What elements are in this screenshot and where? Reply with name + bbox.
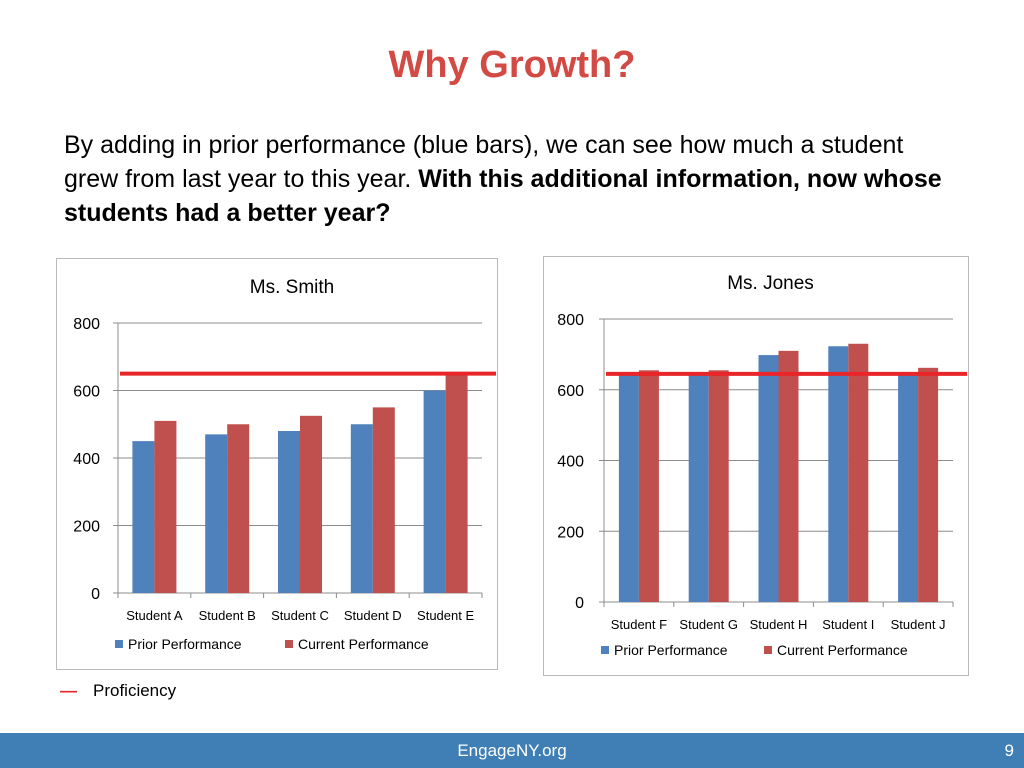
bar-current bbox=[638, 370, 659, 602]
legend-current-swatch bbox=[285, 640, 293, 648]
y-tick-label: 800 bbox=[73, 316, 100, 333]
y-tick-label: 400 bbox=[73, 451, 100, 468]
y-tick-label: 0 bbox=[575, 595, 584, 612]
bar-current bbox=[708, 370, 729, 602]
footer-bar: EngageNY.org 9 bbox=[0, 733, 1024, 768]
y-tick-label: 800 bbox=[557, 312, 584, 329]
intro-question: With this additional information, now wh… bbox=[64, 165, 942, 227]
x-tick-label: Student F bbox=[611, 617, 667, 632]
page-number: 9 bbox=[1004, 741, 1014, 760]
bar-prior bbox=[350, 424, 373, 593]
proficiency-line-icon: — bbox=[60, 681, 77, 700]
chart-ms-smith-svg: Ms. Smith 0 200 400 600 800 Student A Student B… bbox=[73, 277, 496, 652]
y-tick-label: 400 bbox=[557, 454, 584, 471]
proficiency-label: Proficiency bbox=[93, 681, 177, 700]
slide-title: Why Growth? bbox=[388, 44, 636, 86]
legend-prior-swatch bbox=[601, 646, 609, 654]
chart-title: Ms. Smith bbox=[250, 277, 334, 298]
bar-prior bbox=[758, 355, 779, 602]
bar-prior bbox=[828, 346, 849, 602]
x-tick-label: Student I bbox=[822, 617, 874, 632]
bar-prior bbox=[618, 373, 639, 602]
proficiency-legend: — Proficiency bbox=[60, 680, 176, 702]
legend-current-swatch bbox=[764, 646, 772, 654]
bar-current bbox=[154, 420, 177, 593]
footer-site: EngageNY.org bbox=[457, 741, 567, 760]
x-tick-label: Student B bbox=[199, 608, 256, 623]
bar-current bbox=[918, 367, 939, 602]
chart-ms-smith: Ms. Smith 0 200 400 600 800 Student A Student B… bbox=[56, 258, 498, 670]
x-tick-label: Student C bbox=[271, 608, 329, 623]
legend-prior-label: Prior Performance bbox=[128, 636, 242, 652]
bar-prior bbox=[688, 373, 709, 602]
legend-current-label: Current Performance bbox=[777, 642, 908, 658]
chart-ms-jones-svg: Ms. Jones 0 200 400 600 800 Student F Student G… bbox=[557, 273, 967, 658]
x-tick-label: Student H bbox=[750, 617, 808, 632]
x-tick-label: Student G bbox=[679, 617, 738, 632]
x-tick-label: Student J bbox=[891, 617, 946, 632]
bar-current bbox=[300, 415, 322, 593]
intro-normal: By adding in prior performance (blue bar… bbox=[64, 131, 904, 193]
y-tick-label: 0 bbox=[91, 586, 100, 603]
bar-current bbox=[227, 424, 250, 593]
chart-title: Ms. Jones bbox=[727, 273, 814, 294]
y-tick-label: 200 bbox=[73, 519, 100, 536]
legend-current-label: Current Performance bbox=[298, 636, 429, 652]
bar-current bbox=[848, 343, 869, 602]
bar-current bbox=[445, 373, 468, 593]
x-tick-label: Student A bbox=[126, 608, 183, 623]
bar-prior bbox=[132, 441, 155, 593]
y-tick-label: 600 bbox=[557, 383, 584, 400]
bar-prior bbox=[423, 390, 446, 593]
legend-prior-swatch bbox=[115, 640, 123, 648]
bar-prior bbox=[278, 431, 300, 593]
x-tick-label: Student E bbox=[417, 608, 474, 623]
bar-prior bbox=[205, 434, 228, 593]
y-tick-label: 600 bbox=[73, 384, 100, 401]
intro-text: By adding in prior performance (blue bar… bbox=[64, 128, 944, 230]
bar-current bbox=[372, 407, 395, 593]
bar-prior bbox=[898, 373, 919, 602]
y-tick-label: 200 bbox=[557, 524, 584, 541]
legend-prior-label: Prior Performance bbox=[614, 642, 728, 658]
chart-ms-jones: Ms. Jones 0 200 400 600 800 Student F Student G… bbox=[543, 256, 969, 676]
x-tick-label: Student D bbox=[344, 608, 402, 623]
bar-current bbox=[778, 350, 799, 602]
